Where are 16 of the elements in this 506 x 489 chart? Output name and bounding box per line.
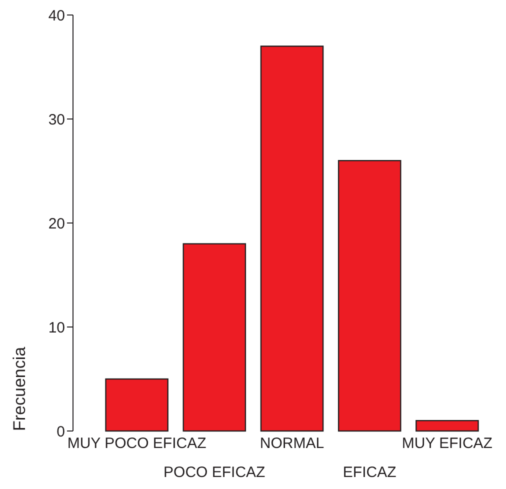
x-tick-label: MUY EFICAZ	[402, 435, 492, 452]
bar	[260, 46, 324, 432]
y-axis-title: Frecuencia	[10, 346, 29, 431]
y-tick-label: 30	[48, 111, 65, 128]
y-tick-label: 40	[48, 7, 65, 24]
x-tick-label: POCO EFICAZ	[164, 464, 266, 481]
bar	[182, 243, 246, 432]
bar	[105, 378, 168, 432]
x-tick-label: NORMAL	[260, 435, 324, 452]
x-tick-label: MUY POCO EFICAZ	[67, 435, 206, 452]
x-tick-label: EFICAZ	[342, 464, 396, 481]
y-tick-label: 10	[48, 319, 65, 336]
bar	[416, 420, 479, 432]
bar	[338, 160, 402, 432]
y-tick-label: 0	[56, 423, 65, 440]
y-tick-label: 20	[48, 215, 65, 232]
